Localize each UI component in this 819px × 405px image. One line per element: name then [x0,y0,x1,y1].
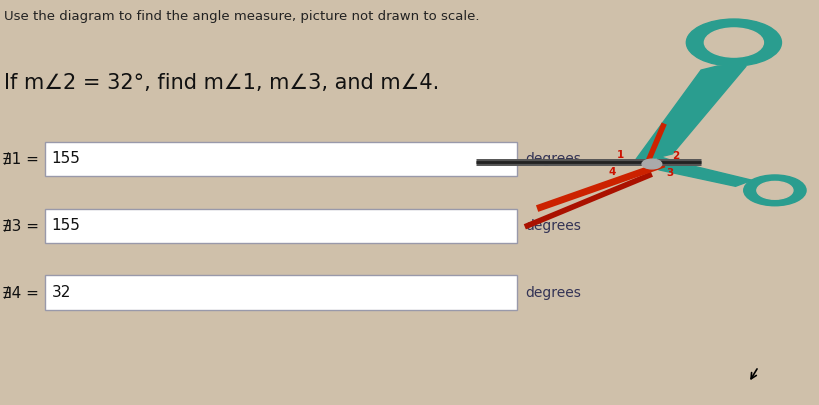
FancyBboxPatch shape [45,275,516,310]
Text: degrees: degrees [524,219,580,233]
FancyBboxPatch shape [45,142,516,176]
Polygon shape [647,157,751,186]
Text: degrees: degrees [524,152,580,166]
Text: ∄3 =: ∄3 = [2,218,39,233]
Text: 155: 155 [52,218,80,233]
Text: 2: 2 [671,151,678,161]
Circle shape [756,181,792,199]
Circle shape [743,175,805,206]
Text: Use the diagram to find the angle measure, picture not drawn to scale.: Use the diagram to find the angle measur… [4,10,479,23]
Polygon shape [635,66,745,160]
FancyBboxPatch shape [45,209,516,243]
Text: 4: 4 [609,167,615,177]
Text: ∄1 =: ∄1 = [2,151,39,166]
Text: 3: 3 [666,168,673,178]
Text: ∄4 =: ∄4 = [2,285,39,300]
Text: If m∠2 = 32°, find m∠1, m∠3, and m∠4.: If m∠2 = 32°, find m∠1, m∠3, and m∠4. [4,73,439,93]
Circle shape [704,28,762,57]
Circle shape [686,19,781,66]
Text: degrees: degrees [524,286,580,300]
Text: 32: 32 [52,285,71,300]
Circle shape [641,159,661,169]
Text: 155: 155 [52,151,80,166]
Text: 1: 1 [616,150,623,160]
